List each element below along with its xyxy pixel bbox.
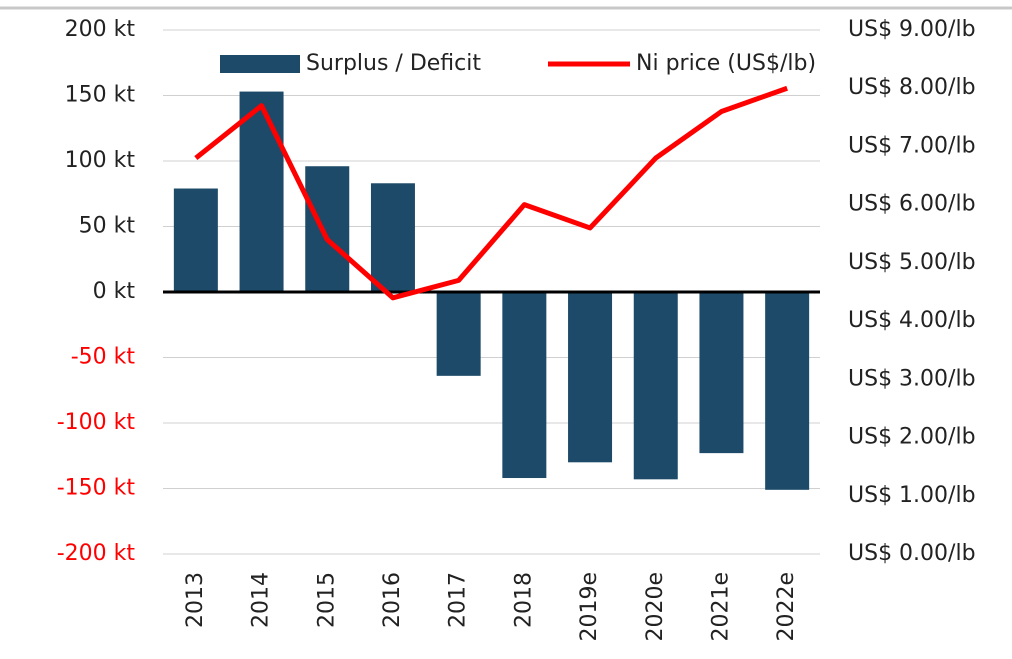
bar (436, 292, 481, 376)
x-tick-label: 2021e (708, 572, 733, 642)
bar (173, 188, 218, 292)
y-tick-label: 50 kt (79, 214, 136, 239)
y2-tick-label: US$ 6.00/lb (848, 192, 976, 217)
bar (765, 292, 810, 490)
y2-tick-label: US$ 1.00/lb (848, 483, 976, 508)
legend-label: Surplus / Deficit (306, 51, 481, 76)
x-tick-label: 2020e (643, 572, 668, 642)
bar (502, 292, 547, 479)
x-tick-label: 2015 (314, 572, 339, 628)
bar (305, 166, 350, 292)
y-tick-label: -150 kt (57, 476, 136, 501)
y-tick-label: 150 kt (65, 83, 136, 108)
y2-tick-label: US$ 4.00/lb (848, 308, 976, 333)
legend-swatch (220, 55, 300, 73)
bar (699, 292, 744, 454)
y-tick-label: 200 kt (65, 17, 136, 42)
y-tick-label: -50 kt (71, 345, 136, 370)
x-tick-label: 2022e (774, 572, 799, 642)
x-tick-label: 2016 (380, 572, 405, 628)
x-tick-label: 2018 (511, 572, 536, 628)
y-tick-label: 0 kt (93, 279, 136, 304)
y2-tick-label: US$ 7.00/lb (848, 133, 976, 158)
y-tick-label: 100 kt (65, 148, 136, 173)
bar (568, 292, 613, 463)
price-line (194, 85, 788, 301)
y2-tick-label: US$ 2.00/lb (848, 425, 976, 450)
x-tick-label: 2014 (249, 572, 274, 628)
x-tick-label: 2013 (183, 572, 208, 628)
bar (633, 292, 678, 480)
bar (370, 183, 415, 292)
y2-tick-label: US$ 5.00/lb (848, 250, 976, 275)
y2-tick-label: US$ 3.00/lb (848, 366, 976, 391)
y2-tick-label: US$ 9.00/lb (848, 17, 976, 42)
x-tick-label: 2019e (577, 572, 602, 642)
y-tick-label: -100 kt (57, 410, 136, 435)
y-tick-label: -200 kt (57, 541, 136, 566)
x-tick-label: 2017 (446, 572, 471, 628)
legend-label: Ni price (US$/lb) (636, 51, 816, 76)
y2-tick-label: US$ 0.00/lb (848, 541, 976, 566)
bar (239, 91, 284, 292)
y2-tick-label: US$ 8.00/lb (848, 75, 976, 100)
